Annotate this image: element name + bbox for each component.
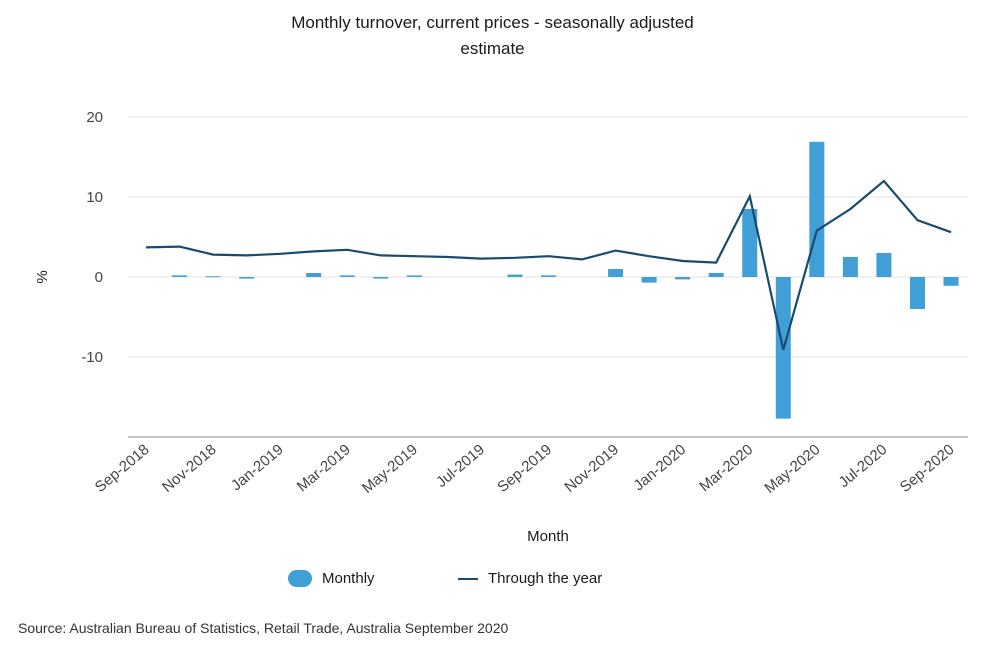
bar-monthly	[809, 141, 825, 277]
y-axis-label: %	[34, 270, 51, 283]
bar-monthly	[641, 277, 657, 283]
bar-monthly	[205, 276, 221, 278]
legend-label-monthly: Monthly	[322, 570, 375, 587]
bar-monthly	[842, 257, 858, 277]
x-tick-label: Sep-2018	[92, 441, 153, 496]
bar-monthly	[507, 274, 523, 277]
x-tick-label: Nov-2019	[561, 441, 622, 496]
x-tick-label: Jul-2019	[433, 441, 488, 491]
source-note: Source: Australian Bureau of Statistics,…	[18, 620, 509, 636]
bar-monthly	[608, 269, 624, 277]
bar-monthly	[306, 273, 322, 277]
monthly-swatch-icon	[288, 570, 312, 587]
x-tick-label: Jul-2020	[835, 441, 890, 491]
through-year-line	[145, 179, 952, 351]
bar-monthly	[406, 275, 422, 277]
legend-item-through-year[interactable]: Through the year	[458, 570, 602, 587]
x-tick-label: May-2019	[359, 441, 421, 497]
bar-monthly	[742, 209, 758, 277]
legend-label-through-year: Through the year	[488, 570, 603, 587]
y-tick-label: 0	[95, 269, 103, 286]
bar-monthly	[675, 277, 691, 280]
y-tick-labels: 20 10 0 -10	[81, 109, 103, 366]
x-tick-label: May-2020	[761, 441, 823, 497]
x-tick-label: Mar-2020	[696, 441, 756, 495]
bar-monthly	[373, 277, 389, 279]
y-tick-label: 10	[86, 189, 103, 206]
y-tick-label: -10	[81, 349, 103, 366]
chart-title-line2: estimate	[460, 39, 525, 58]
legend: Monthly Through the year	[0, 570, 985, 594]
bar-monthly	[943, 277, 959, 286]
bar-monthly	[172, 275, 188, 277]
x-axis-label: Month	[527, 528, 569, 545]
x-tick-label: Jan-2020	[630, 441, 689, 494]
bar-monthly	[339, 275, 355, 277]
x-tick-labels: Sep-2018 Nov-2018 Jan-2019 Mar-2019 May-2019…	[92, 441, 958, 497]
line-through-the-year	[145, 179, 952, 351]
legend-item-monthly[interactable]: Monthly	[288, 570, 375, 587]
through-year-swatch-icon	[458, 577, 478, 580]
chart-title: Monthly turnover, current prices - seaso…	[0, 10, 985, 62]
chart-title-line1: Monthly turnover, current prices - seaso…	[291, 13, 694, 32]
x-tick-label: Sep-2020	[897, 441, 958, 496]
monthly-bars	[172, 141, 959, 419]
chart-plot: 20 10 0 -10 Sep-2018 Nov-2018 Jan-2019 Mar-201…	[34, 109, 968, 545]
bar-monthly	[541, 275, 556, 277]
y-tick-label: 20	[86, 109, 103, 126]
bar-monthly	[909, 277, 925, 309]
x-tick-label: Jan-2019	[228, 441, 287, 494]
bar-monthly	[876, 253, 892, 277]
x-tick-label: Nov-2018	[159, 441, 220, 496]
x-tick-label: Sep-2019	[494, 441, 555, 496]
bar-monthly	[239, 277, 255, 279]
bar-monthly	[708, 273, 724, 277]
x-tick-label: Mar-2019	[294, 441, 354, 495]
